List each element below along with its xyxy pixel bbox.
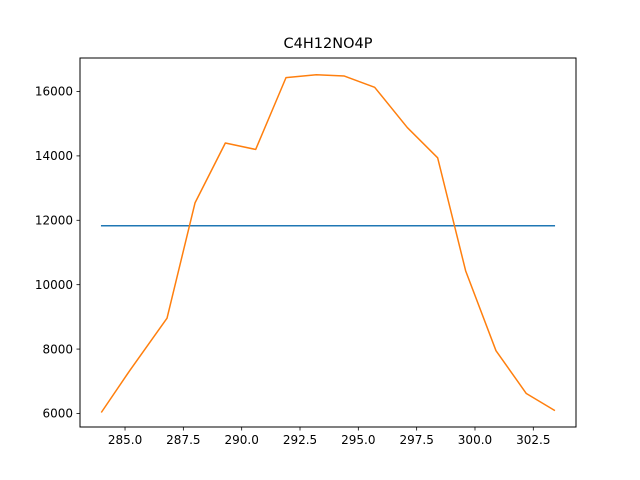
y-tick-label: 12000 [35,213,73,227]
x-axis: 285.0 287.5 290.0 292.5 295.0 297.5 300.0 302.5 [108,427,550,447]
x-tick-label: 295.0 [341,433,375,447]
series-line-2 [100,73,556,413]
x-tick-label: 297.5 [399,433,433,447]
x-tick-label: 290.0 [224,433,258,447]
y-tick-label: 6000 [42,407,73,421]
chart-title: C4H12NO4P [284,36,373,52]
y-tick-label: 14000 [35,149,73,163]
y-tick-label: 16000 [35,85,73,99]
x-tick-label: 287.5 [166,433,200,447]
x-tick-label: 300.0 [458,433,492,447]
y-tick-label: 10000 [35,278,73,292]
y-tick-label: 8000 [42,342,73,356]
series-layer [100,73,556,413]
y-axis: 6000 8000 10000 12000 14000 16000 [35,85,80,421]
x-tick-label: 285.0 [108,433,142,447]
x-tick-label: 292.5 [283,433,317,447]
x-tick-label: 302.5 [516,433,550,447]
plot-frame [79,57,577,428]
